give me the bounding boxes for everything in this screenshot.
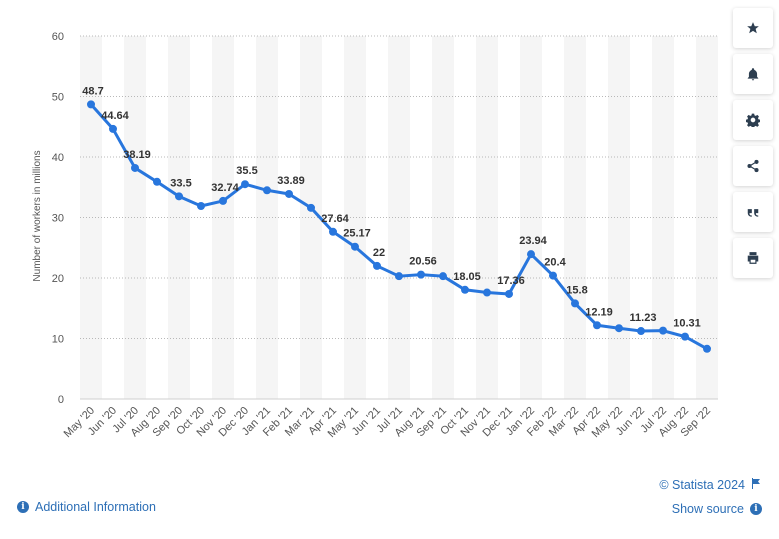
data-point	[197, 202, 205, 211]
data-point	[483, 288, 491, 297]
copyright-label: © Statista 2024	[659, 478, 745, 492]
y-tick-label: 20	[52, 273, 64, 285]
data-point	[175, 192, 183, 201]
data-point	[593, 321, 601, 330]
data-point	[219, 196, 227, 205]
data-label: 38.19	[123, 149, 151, 161]
y-tick-label: 40	[52, 152, 64, 164]
y-tick-label: 10	[52, 334, 64, 346]
data-label: 10.31	[673, 318, 701, 330]
data-point	[527, 250, 535, 259]
bell-icon	[747, 68, 759, 81]
quote-icon	[747, 209, 759, 217]
data-point	[681, 332, 689, 341]
toolbar	[733, 8, 773, 278]
data-point	[351, 242, 359, 251]
y-tick-label: 30	[52, 213, 64, 225]
notification-button[interactable]	[733, 54, 773, 94]
data-point	[703, 344, 711, 353]
column-band	[476, 36, 498, 399]
column-band	[80, 36, 102, 399]
data-point	[395, 272, 403, 281]
y-axis-label: Number of workers in millions	[32, 150, 43, 281]
share-button[interactable]	[733, 146, 773, 186]
y-tick-label: 50	[52, 92, 64, 104]
show-source-link[interactable]: Show source i	[672, 502, 762, 516]
data-point	[373, 261, 381, 270]
data-label: 23.94	[519, 235, 547, 247]
y-tick-label: 60	[52, 31, 64, 43]
data-labels: 48.7 44.64 38.19 33.5 32.74 35.5 33.89 27.64 25.…	[82, 85, 700, 329]
copyright: © Statista 2024	[659, 478, 761, 492]
y-tick-label: 0	[58, 394, 64, 406]
data-label: 12.19	[585, 306, 613, 318]
data-point	[307, 203, 315, 212]
data-point	[571, 299, 579, 308]
settings-button[interactable]	[733, 100, 773, 140]
additional-information-link[interactable]: i Additional Information	[17, 500, 156, 514]
data-point	[263, 186, 271, 195]
print-button[interactable]	[733, 238, 773, 278]
data-label: 20.4	[544, 257, 566, 269]
show-source-label: Show source	[671, 502, 744, 516]
data-label: 15.8	[566, 284, 587, 296]
data-point	[87, 100, 95, 109]
data-point	[615, 324, 623, 333]
gear-icon	[746, 113, 760, 127]
data-label: 32.74	[211, 182, 239, 194]
data-point	[285, 189, 293, 198]
data-label: 33.5	[170, 177, 191, 189]
data-point	[439, 272, 447, 281]
column-band	[212, 36, 234, 399]
favorite-button[interactable]	[733, 8, 773, 48]
data-label: 48.7	[82, 85, 103, 97]
data-point	[241, 180, 249, 189]
data-point	[637, 327, 645, 336]
data-label: 44.64	[101, 110, 129, 122]
print-icon	[747, 252, 759, 264]
data-label: 18.05	[453, 271, 481, 283]
additional-information-label: Additional Information	[35, 500, 156, 514]
data-point	[461, 285, 469, 294]
data-point	[109, 124, 117, 133]
data-label: 20.56	[409, 256, 437, 268]
data-label: 25.17	[343, 228, 371, 240]
flag-icon	[751, 478, 761, 492]
data-label: 17.36	[497, 275, 525, 287]
share-icon	[747, 159, 759, 173]
data-point	[153, 177, 161, 186]
data-label: 11.23	[630, 312, 657, 324]
star-icon	[747, 22, 759, 34]
data-label: 22	[373, 247, 385, 259]
data-point	[329, 227, 337, 236]
data-label: 35.5	[236, 165, 257, 177]
cite-button[interactable]	[733, 192, 773, 232]
info-icon: i	[750, 503, 762, 515]
data-point	[131, 163, 139, 172]
y-axis: 0 10 20 30 40 50 60	[52, 31, 64, 406]
data-point	[505, 289, 513, 298]
data-point	[659, 326, 667, 335]
series-line	[87, 100, 711, 353]
info-icon: i	[17, 501, 29, 513]
data-label: 27.64	[321, 213, 349, 225]
data-point	[417, 270, 425, 279]
data-point	[549, 271, 557, 280]
column-band	[344, 36, 366, 399]
column-band	[608, 36, 630, 399]
data-label: 33.89	[277, 175, 305, 187]
